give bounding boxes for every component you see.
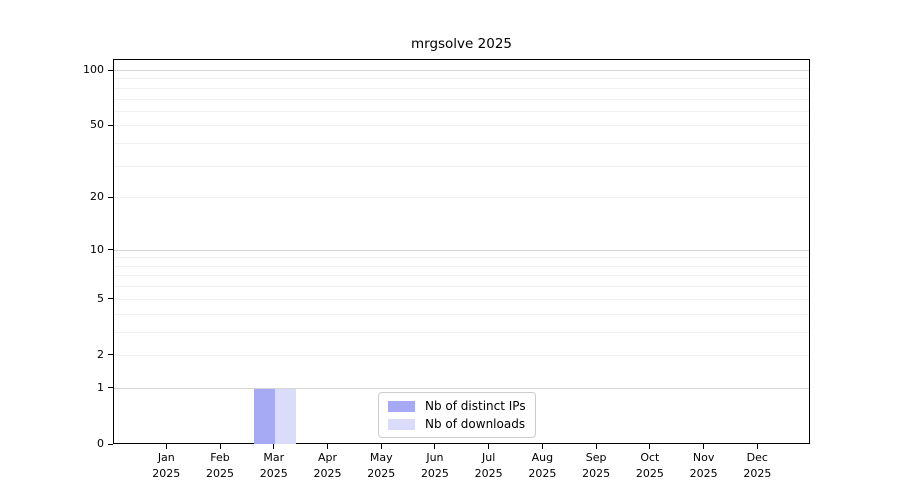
gridline <box>114 331 809 333</box>
gridline <box>114 265 809 267</box>
x-tick-month: Feb <box>210 451 230 464</box>
x-axis-tick-label: Jul 2025 <box>462 450 516 481</box>
y-axis-tick <box>108 124 113 126</box>
x-axis-tick-label: Mar 2025 <box>247 450 301 481</box>
x-axis-tick-label: Apr 2025 <box>300 450 354 481</box>
y-axis-tick <box>108 298 113 300</box>
x-tick-year: 2025 <box>367 466 396 480</box>
x-axis-tick-label: Oct 2025 <box>623 450 677 481</box>
gridline <box>114 110 809 112</box>
x-tick-year: 2025 <box>206 466 235 480</box>
x-axis-tick <box>219 444 221 449</box>
x-axis-tick-label: Nov 2025 <box>677 450 731 481</box>
x-axis-tick <box>595 444 597 449</box>
x-tick-year: 2025 <box>689 466 718 480</box>
x-tick-year: 2025 <box>313 466 342 480</box>
x-axis-tick <box>649 444 651 449</box>
legend-swatch <box>388 418 415 430</box>
legend: Nb of distinct IPs Nb of downloads <box>378 392 536 438</box>
x-axis-tick <box>380 444 382 449</box>
gridline <box>114 313 809 315</box>
x-tick-year: 2025 <box>528 466 557 480</box>
x-axis-tick <box>165 444 167 449</box>
x-tick-month: Jan <box>157 451 175 464</box>
x-tick-month: May <box>369 451 393 464</box>
gridline <box>114 298 809 300</box>
gridline <box>114 165 809 167</box>
x-axis-tick-label: Jun 2025 <box>408 450 462 481</box>
legend-item: Nb of distinct IPs <box>388 399 526 413</box>
x-tick-year: 2025 <box>152 466 181 480</box>
gridline <box>114 98 809 100</box>
x-axis-tick <box>488 444 490 449</box>
gridline <box>114 354 809 356</box>
x-axis-tick-label: Feb 2025 <box>193 450 247 481</box>
x-tick-month: Mar <box>263 451 285 464</box>
x-tick-year: 2025 <box>582 466 611 480</box>
gridline <box>114 286 809 288</box>
x-tick-month: Aug <box>531 451 554 464</box>
x-tick-month: Sep <box>585 451 607 464</box>
x-tick-month: Dec <box>746 451 768 464</box>
gridline <box>114 257 809 259</box>
y-axis-tick <box>108 196 113 198</box>
x-tick-month: Jul <box>482 451 496 464</box>
y-axis-tick-label: 20 <box>90 190 104 204</box>
x-tick-year: 2025 <box>259 466 288 480</box>
legend-label: Nb of distinct IPs <box>425 399 526 413</box>
gridline <box>114 275 809 277</box>
x-axis-tick <box>541 444 543 449</box>
x-axis-tick-label: Dec 2025 <box>730 450 784 481</box>
y-axis-tick-label: 100 <box>83 63 104 76</box>
y-axis-tick <box>108 354 113 356</box>
x-tick-month: Nov <box>692 451 715 464</box>
chart-title: mrgsolve 2025 <box>410 36 513 52</box>
y-axis-tick <box>108 387 113 389</box>
x-axis-tick-label: Aug 2025 <box>515 450 569 481</box>
gridline <box>114 125 809 127</box>
legend-label: Nb of downloads <box>425 417 526 431</box>
bar-nb-of-distinct-ips <box>253 388 275 444</box>
x-axis-tick <box>326 444 328 449</box>
x-axis-tick <box>273 444 275 449</box>
x-tick-month: Apr <box>317 451 337 464</box>
y-axis-tick-label: 1 <box>97 380 104 394</box>
y-axis-tick <box>108 443 113 445</box>
x-axis-tick <box>434 444 436 449</box>
y-axis-tick <box>108 69 113 71</box>
x-tick-year: 2025 <box>474 466 503 480</box>
y-axis-tick <box>108 249 113 251</box>
x-axis-tick <box>756 444 758 449</box>
y-axis-tick-label: 10 <box>90 242 104 256</box>
x-tick-year: 2025 <box>635 466 664 480</box>
x-tick-month: Oct <box>640 451 660 464</box>
y-axis-tick-label: 0 <box>97 437 104 450</box>
bar-nb-of-downloads <box>274 388 296 444</box>
y-axis-tick-label: 50 <box>90 118 104 132</box>
y-axis-tick-label: 5 <box>97 291 104 305</box>
plot-area <box>113 59 810 444</box>
x-axis-tick-label: Jan 2025 <box>139 450 193 481</box>
gridline <box>114 387 809 389</box>
gridline <box>114 249 809 251</box>
gridline <box>114 70 809 71</box>
gridline <box>114 143 809 145</box>
x-tick-year: 2025 <box>743 466 772 480</box>
legend-item: Nb of downloads <box>388 417 526 431</box>
x-axis-tick <box>703 444 705 449</box>
x-tick-month: Jun <box>426 451 444 464</box>
gridline <box>114 197 809 199</box>
legend-swatch <box>388 400 415 412</box>
x-axis-tick-label: May 2025 <box>354 450 408 481</box>
x-tick-year: 2025 <box>420 466 449 480</box>
x-axis-tick-label: Sep 2025 <box>569 450 623 481</box>
gridline <box>114 78 809 80</box>
y-axis-tick-label: 2 <box>97 347 104 361</box>
gridline <box>114 87 809 89</box>
